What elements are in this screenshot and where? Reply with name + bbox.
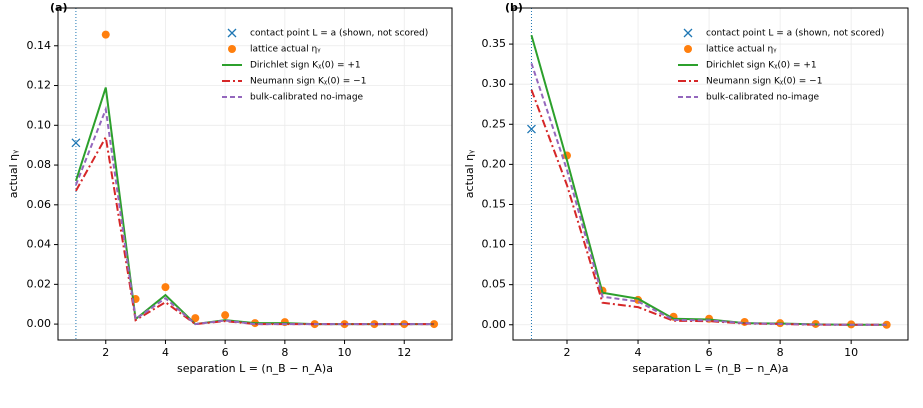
y-tick-label: 0.15 [482,197,507,210]
point [221,311,230,320]
y-tick-label: 0.14 [27,39,52,52]
point [161,283,170,292]
legend-symbol [228,45,236,53]
x-tick-label: 2 [102,346,109,359]
legend-label: contact point L = a (shown, not scored) [706,29,884,39]
x-tick-label: 6 [706,346,713,359]
series-line [530,63,887,326]
y-tick-label: 0.10 [27,118,52,131]
legend-label: Dirichlet sign Kᵪ(0) = +1 [250,61,361,71]
y-tick-label: 0.05 [482,278,507,291]
x-tick-label: 8 [281,346,288,359]
plot-frame [512,7,909,341]
legend-symbol [227,28,237,38]
y-tick-label: 0.06 [27,198,52,211]
x-tick-label: 4 [162,346,169,359]
y-tick-label: 0.30 [482,77,507,90]
y-tick-label: 0.04 [27,238,52,251]
y-tick-label: 0.00 [482,318,507,331]
legend-label: lattice actual ηᵧ [250,45,321,55]
y-tick-label: 0.25 [482,117,507,130]
point [527,124,536,134]
point [71,138,81,148]
y-tick-label: 0.35 [482,37,507,50]
legend-label: Dirichlet sign Kᵪ(0) = +1 [706,61,817,71]
y-axis-label: actual ηᵧ [7,150,20,198]
x-tick-label: 10 [844,346,858,359]
legend-label: Neumann sign Kᵪ(0) = −1 [250,77,366,87]
x-axis-label: separation L = (n_B − n_A)a [633,362,789,375]
y-tick-label: 0.12 [27,79,52,92]
y-tick-label: 0.00 [27,317,52,330]
y-tick-label: 0.10 [482,238,507,251]
panel-label: (a) [50,1,67,14]
x-tick-label: 2 [563,346,570,359]
plot-frame [57,7,453,341]
point [191,314,200,323]
y-tick-label: 0.20 [482,157,507,170]
legend-symbol [683,28,693,38]
legend-label: bulk-calibrated no-image [706,93,820,103]
x-tick-label: 6 [222,346,229,359]
legend-label: lattice actual ηᵧ [706,45,777,55]
x-tick-label: 10 [338,346,352,359]
point [101,30,110,39]
x-axis-label: separation L = (n_B − n_A)a [177,362,333,375]
x-tick-label: 12 [397,346,411,359]
legend-symbol [684,45,692,53]
x-tick-label: 8 [777,346,784,359]
y-tick-label: 0.08 [27,158,52,171]
legend-label: Neumann sign Kᵪ(0) = −1 [706,77,822,87]
y-tick-label: 0.02 [27,277,52,290]
x-tick-label: 4 [635,346,642,359]
y-axis-label: actual ηᵧ [463,150,476,198]
legend-label: contact point L = a (shown, not scored) [250,29,428,39]
panel-label: (b) [505,1,523,14]
series-line [74,105,435,326]
legend-label: bulk-calibrated no-image [250,93,364,103]
